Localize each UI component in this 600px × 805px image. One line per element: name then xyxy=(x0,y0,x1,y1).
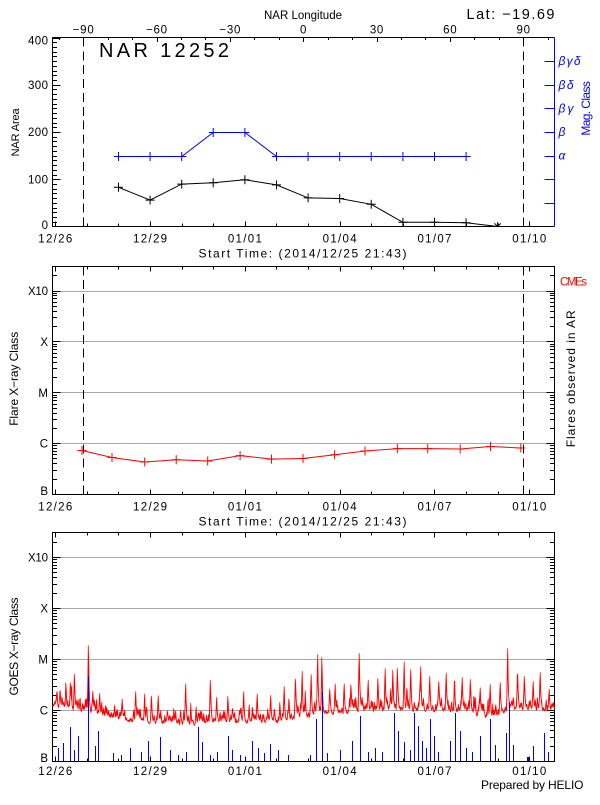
svg-text:01/01: 01/01 xyxy=(228,766,262,778)
svg-text:Mag. Class: Mag. Class xyxy=(579,81,593,135)
svg-text:α: α xyxy=(559,149,567,163)
svg-text:Lat: −19.69: Lat: −19.69 xyxy=(467,7,555,23)
svg-text:Start Time: (2014/12/25 21:43): Start Time: (2014/12/25 21:43) xyxy=(199,515,407,529)
svg-text:X: X xyxy=(40,604,48,616)
svg-text:βγδ: βγδ xyxy=(558,54,581,68)
svg-text:01/10: 01/10 xyxy=(512,502,546,514)
svg-text:12/29: 12/29 xyxy=(133,502,167,514)
svg-text:400: 400 xyxy=(28,36,48,48)
svg-text:100: 100 xyxy=(28,175,48,187)
svg-text:30: 30 xyxy=(370,25,384,37)
svg-text:0: 0 xyxy=(42,220,48,232)
svg-text:Flares observed in AR: Flares observed in AR xyxy=(564,310,578,447)
svg-text:01/04: 01/04 xyxy=(323,502,358,514)
svg-text:Start Time: (2014/12/25 21:43): Start Time: (2014/12/25 21:43) xyxy=(199,247,407,261)
svg-text:01/07: 01/07 xyxy=(417,502,451,514)
svg-text:60: 60 xyxy=(443,25,457,37)
svg-text:0: 0 xyxy=(300,25,306,37)
svg-text:01/01: 01/01 xyxy=(228,234,262,246)
svg-text:β: β xyxy=(558,125,566,139)
svg-text:01/07: 01/07 xyxy=(417,766,451,778)
svg-text:−60: −60 xyxy=(146,25,167,37)
svg-text:01/10: 01/10 xyxy=(512,766,546,778)
svg-text:GOES X−ray Class: GOES X−ray Class xyxy=(7,598,21,696)
svg-text:90: 90 xyxy=(517,25,531,37)
svg-text:X10: X10 xyxy=(28,286,48,298)
svg-text:01/01: 01/01 xyxy=(228,502,262,514)
svg-text:B: B xyxy=(40,486,48,498)
svg-text:M: M xyxy=(38,655,48,667)
svg-text:NAR Area: NAR Area xyxy=(10,108,22,157)
svg-text:NAR Longitude: NAR Longitude xyxy=(264,10,342,22)
svg-text:300: 300 xyxy=(28,80,48,92)
svg-text:C: C xyxy=(40,706,48,718)
svg-text:CMEs: CMEs xyxy=(560,277,587,289)
svg-text:01/10: 01/10 xyxy=(512,234,546,246)
svg-text:Prepared by HELIO: Prepared by HELIO xyxy=(481,778,584,792)
svg-text:01/07: 01/07 xyxy=(417,234,451,246)
svg-text:−90: −90 xyxy=(73,25,94,37)
svg-text:X: X xyxy=(40,337,48,349)
svg-text:200: 200 xyxy=(28,127,48,139)
svg-text:M: M xyxy=(38,388,48,400)
svg-text:01/04: 01/04 xyxy=(323,766,358,778)
svg-text:12/26: 12/26 xyxy=(38,234,72,246)
svg-text:Flare X−ray Class: Flare X−ray Class xyxy=(7,332,21,426)
svg-text:C: C xyxy=(40,439,48,451)
svg-text:12/26: 12/26 xyxy=(38,502,72,514)
svg-text:NAR 12252: NAR 12252 xyxy=(99,40,229,62)
svg-text:12/29: 12/29 xyxy=(133,234,167,246)
svg-text:12/29: 12/29 xyxy=(133,766,167,778)
svg-text:B: B xyxy=(40,753,48,765)
svg-text:−30: −30 xyxy=(219,25,240,37)
svg-text:12/26: 12/26 xyxy=(38,766,72,778)
svg-text:01/04: 01/04 xyxy=(323,234,358,246)
svg-text:X10: X10 xyxy=(28,553,48,565)
